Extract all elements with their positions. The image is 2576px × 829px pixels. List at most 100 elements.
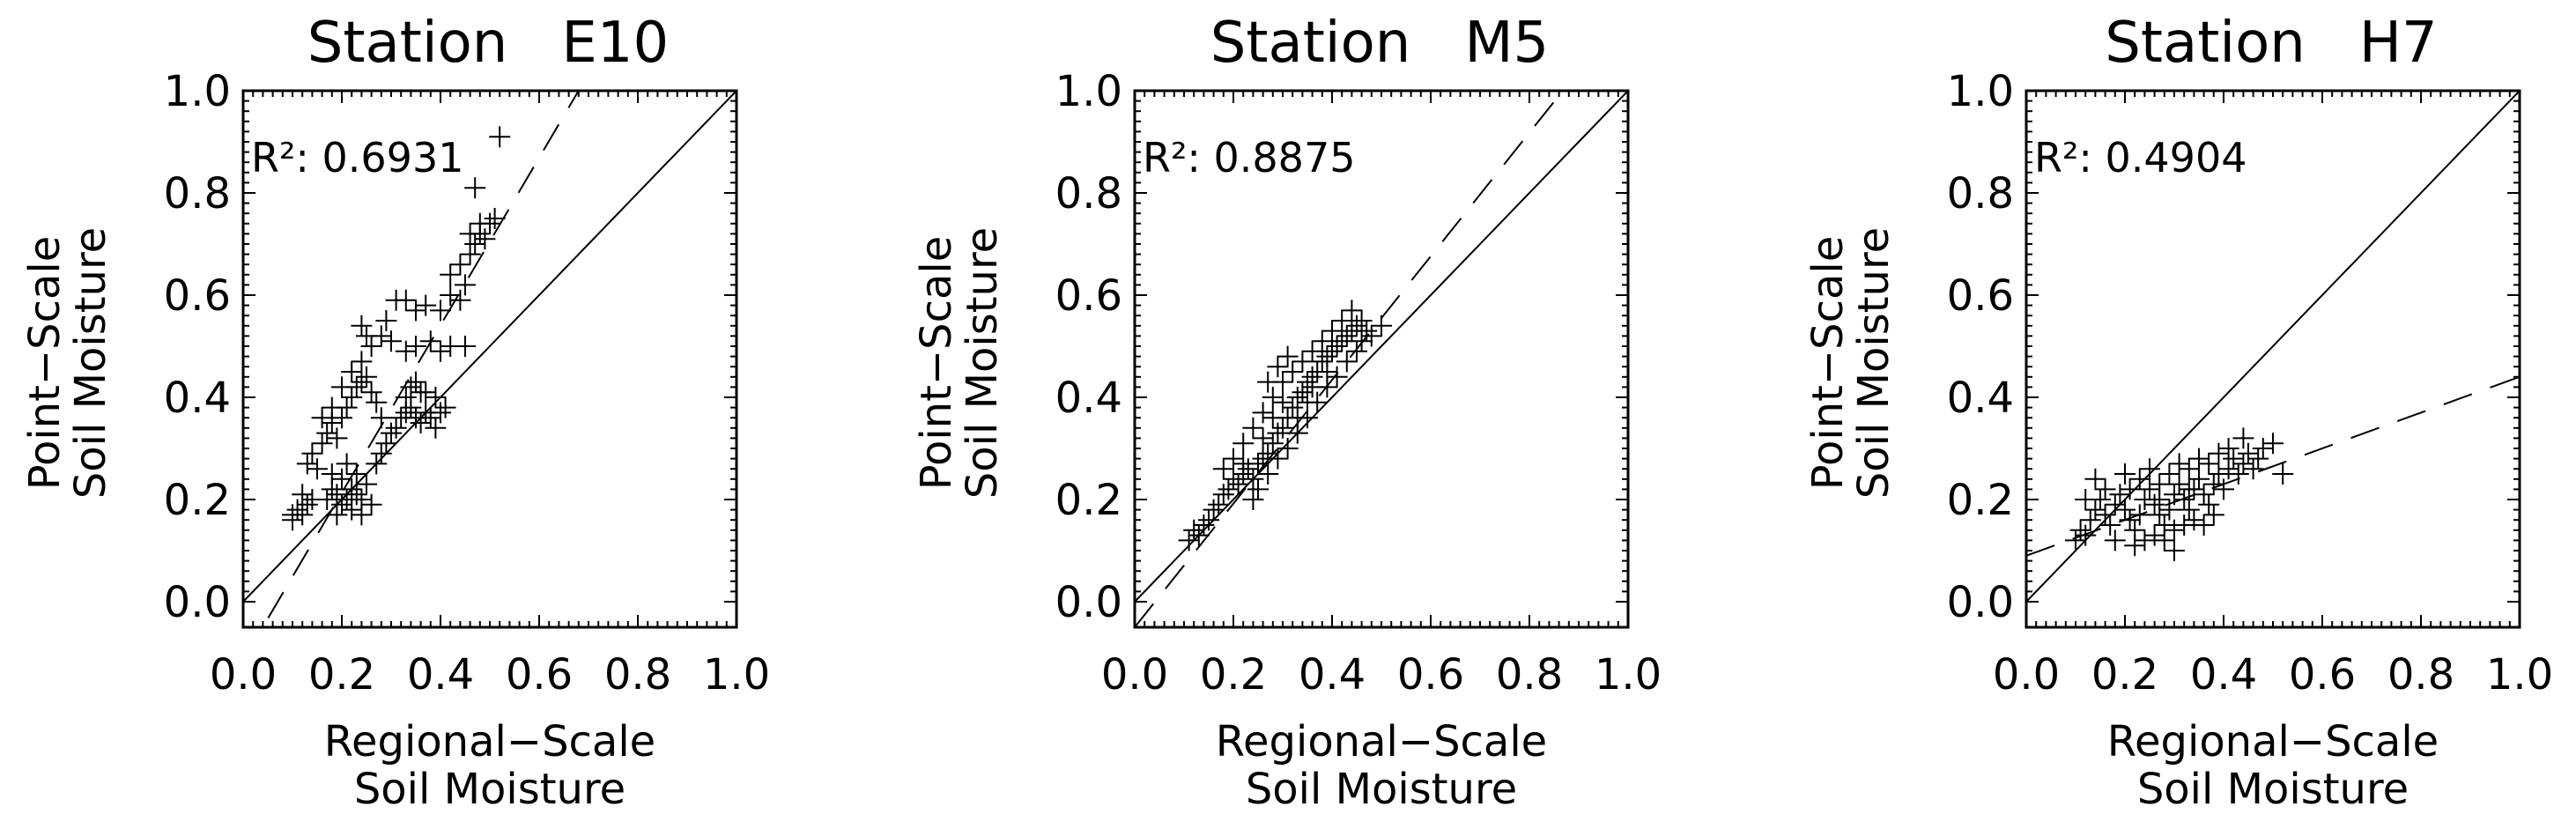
data-point	[351, 371, 373, 393]
data-point	[484, 208, 506, 229]
data-point	[2158, 463, 2180, 485]
data-point	[1286, 387, 1308, 408]
data-point	[2272, 463, 2294, 485]
data-point	[2164, 484, 2185, 506]
data-point	[1331, 330, 1353, 352]
one-to-one-line	[243, 91, 737, 603]
data-point	[1282, 361, 1304, 382]
data-point	[425, 387, 447, 408]
data-point	[1286, 407, 1308, 429]
data-point	[1212, 458, 1234, 480]
data-point	[1257, 463, 1279, 485]
one-to-one-line	[2026, 91, 2520, 603]
data-point	[1297, 371, 1318, 393]
data-point	[326, 427, 348, 449]
data-point	[2178, 458, 2200, 480]
data-point	[356, 325, 377, 347]
data-point	[2128, 468, 2150, 490]
x-tick-label: 0.0	[1101, 650, 1168, 699]
data-point	[400, 376, 422, 398]
x-tick-label: 1.0	[2486, 650, 2553, 699]
data-point	[489, 126, 511, 148]
data-point	[405, 371, 426, 393]
x-tick-label: 0.6	[1397, 650, 1464, 699]
x-tick-label: 0.8	[1496, 650, 1563, 699]
y-tick-label: 0.0	[1055, 578, 1122, 627]
data-point	[2128, 504, 2150, 526]
x-tick-label: 0.8	[2387, 650, 2454, 699]
data-point	[2119, 509, 2141, 531]
data-point	[2223, 448, 2245, 470]
data-point	[375, 310, 397, 331]
data-point	[1277, 345, 1299, 367]
data-point	[381, 330, 402, 352]
data-point	[2079, 509, 2101, 531]
data-point	[2232, 427, 2254, 449]
x-tick-label: 0.4	[1299, 650, 1366, 699]
data-point	[2124, 535, 2146, 557]
y-tick-label: 1.0	[1947, 67, 2014, 116]
data-point	[1321, 340, 1343, 362]
data-point	[1212, 484, 1234, 506]
data-point	[2168, 453, 2190, 475]
data-point	[1311, 330, 1333, 352]
x-tick-label: 0.4	[407, 650, 474, 699]
one-to-one-line	[1135, 91, 1628, 603]
y-axis-label-line2: Soil Moisture	[958, 227, 1007, 499]
r2-annotation: R²: 0.4904	[2034, 134, 2247, 181]
data-point	[400, 396, 422, 418]
data-point	[292, 484, 314, 506]
data-point	[2075, 524, 2097, 546]
data-point	[419, 407, 441, 429]
data-point	[1242, 489, 1264, 510]
x-tick-label: 0.2	[1200, 650, 1267, 699]
x-tick-label: 0.0	[210, 650, 277, 699]
data-point	[430, 300, 451, 322]
data-point	[415, 294, 437, 316]
panel-station-h7: Station H7 R²: 0.4904 Regional−Scale Soi…	[1803, 11, 2553, 814]
x-tick-label: 0.6	[506, 650, 573, 699]
data-point	[321, 463, 343, 485]
data-point	[2065, 529, 2086, 551]
data-point	[1223, 468, 1244, 490]
data-point	[345, 484, 367, 506]
data-point	[311, 433, 333, 455]
data-point	[1301, 340, 1323, 362]
y-tick-label: 1.0	[1055, 67, 1122, 116]
y-tick-label: 0.6	[1055, 271, 1122, 321]
data-point	[2094, 504, 2116, 526]
plot-area: 0.0 0.2 0.4 0.6 0.8 1.0 0.0 0.2 0.4 0.6 0.8 1.0	[1947, 67, 2554, 699]
panel-title: Station M5	[1210, 11, 1550, 76]
data-point	[2232, 453, 2254, 475]
data-point	[459, 243, 481, 265]
y-tick-label: 0.8	[1947, 169, 2014, 218]
data-point	[2075, 489, 2097, 510]
data-point	[331, 493, 352, 515]
data-point	[425, 417, 447, 439]
data-point	[1360, 325, 1382, 347]
data-point	[301, 442, 323, 464]
data-point	[2084, 468, 2106, 490]
data-point	[2104, 529, 2126, 551]
data-point	[395, 289, 417, 311]
data-point	[1351, 330, 1373, 352]
data-point	[1316, 361, 1338, 382]
data-point	[345, 463, 367, 485]
data-point	[1198, 509, 1219, 531]
data-point	[1252, 402, 1274, 424]
data-point	[1227, 473, 1249, 495]
y-axis-label-line2: Soil Moisture	[1849, 227, 1899, 499]
data-point	[292, 504, 314, 526]
y-tick-label: 0.2	[1055, 476, 1122, 525]
data-point	[440, 285, 462, 306]
data-point	[2168, 473, 2190, 495]
data-point	[356, 473, 377, 495]
y-tick-label: 0.0	[164, 578, 231, 627]
data-point	[1262, 387, 1284, 408]
y-tick-label: 0.2	[164, 476, 231, 525]
data-point	[1277, 438, 1299, 459]
data-point	[2252, 438, 2274, 459]
data-point	[366, 453, 388, 475]
plot-area: 0.0 0.2 0.4 0.6 0.8 1.0 0.0 0.2 0.4 0.6 0.8 1.0	[1055, 67, 1662, 699]
